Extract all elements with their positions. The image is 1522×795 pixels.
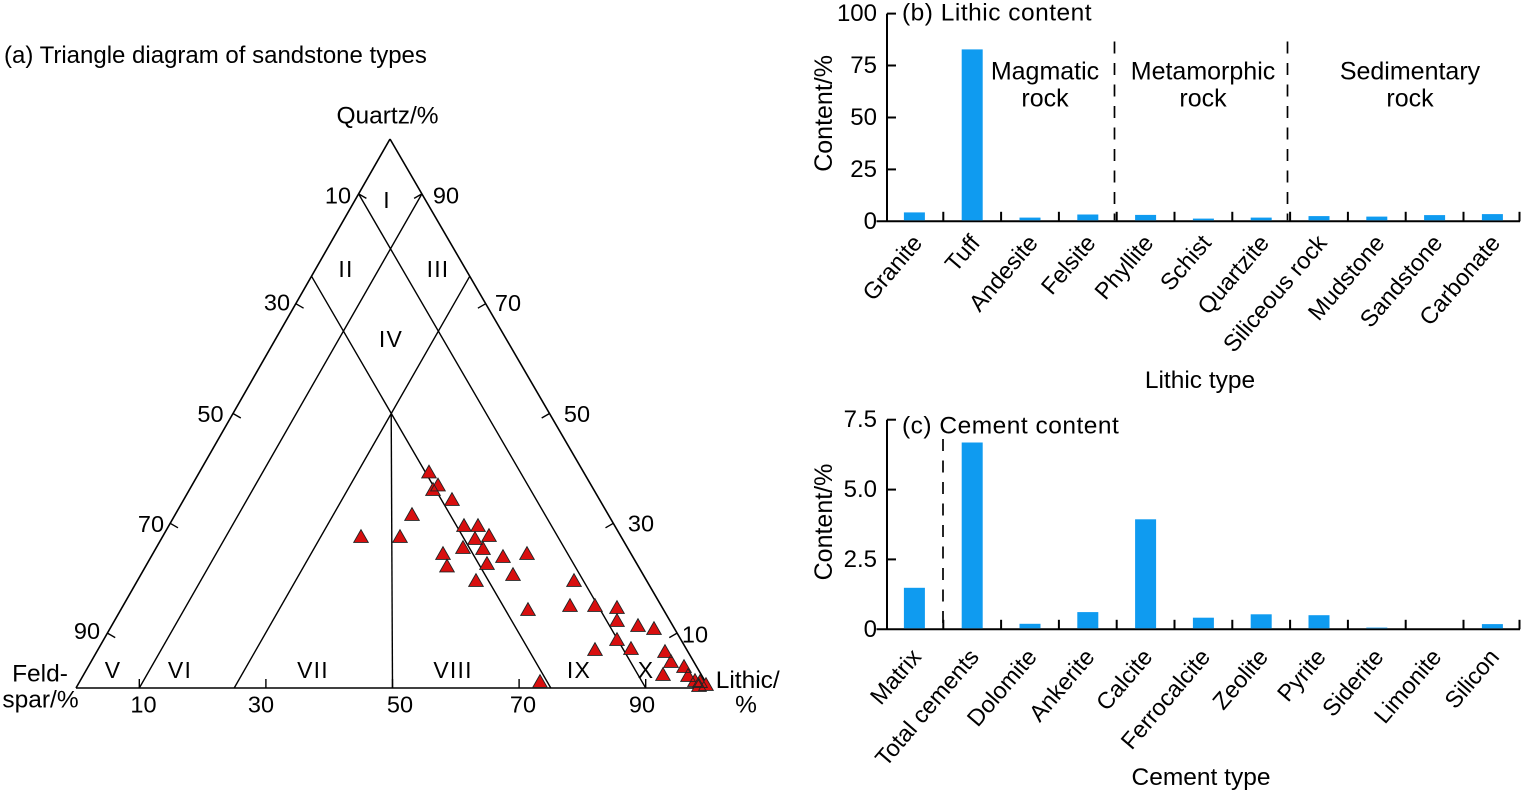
- svg-text:90: 90: [74, 618, 100, 644]
- svg-text:70: 70: [495, 290, 521, 316]
- svg-text:VI: VI: [168, 657, 192, 683]
- svg-text:2.5: 2.5: [844, 546, 877, 573]
- svg-text:Tuff: Tuff: [940, 230, 986, 277]
- svg-text:V: V: [105, 657, 122, 683]
- svg-text:50: 50: [387, 692, 413, 718]
- svg-text:75: 75: [850, 52, 877, 79]
- svg-text:I: I: [383, 187, 391, 213]
- svg-text:Sedimentary: Sedimentary: [1340, 58, 1481, 86]
- svg-text:0: 0: [864, 208, 877, 235]
- svg-text:Content/%: Content/%: [810, 464, 838, 581]
- svg-text:IV: IV: [379, 326, 403, 352]
- svg-text:(c) Cement content: (c) Cement content: [902, 413, 1119, 440]
- svg-text:Lithic type: Lithic type: [1145, 367, 1255, 394]
- svg-text:%: %: [735, 692, 757, 719]
- svg-text:Content/%: Content/%: [810, 55, 838, 172]
- svg-text:rock: rock: [1179, 84, 1227, 112]
- svg-text:Silicon: Silicon: [1439, 644, 1504, 714]
- svg-text:VII: VII: [297, 657, 329, 683]
- svg-text:0: 0: [864, 616, 877, 643]
- svg-text:70: 70: [510, 692, 536, 718]
- svg-text:(a) Triangle diagram of sandst: (a) Triangle diagram of sandstone types: [4, 42, 427, 69]
- svg-text:25: 25: [850, 156, 877, 183]
- svg-text:Granite: Granite: [857, 230, 927, 305]
- svg-text:50: 50: [564, 401, 590, 427]
- svg-text:Metamorphic: Metamorphic: [1131, 58, 1276, 86]
- svg-text:Magmatic: Magmatic: [991, 58, 1099, 86]
- svg-text:10: 10: [682, 622, 708, 648]
- svg-text:IX: IX: [567, 657, 591, 683]
- svg-text:X: X: [638, 657, 655, 683]
- svg-text:90: 90: [629, 692, 655, 718]
- svg-text:50: 50: [850, 104, 877, 131]
- svg-text:rock: rock: [1021, 84, 1069, 112]
- svg-text:30: 30: [248, 692, 274, 718]
- svg-text:90: 90: [433, 183, 459, 209]
- svg-text:50: 50: [197, 401, 223, 427]
- svg-text:III: III: [427, 256, 450, 282]
- svg-text:100: 100: [837, 0, 877, 27]
- svg-text:Quartz/%: Quartz/%: [336, 103, 438, 130]
- svg-text:10: 10: [325, 183, 351, 209]
- svg-text:Pyrite: Pyrite: [1272, 644, 1331, 707]
- svg-text:rock: rock: [1386, 84, 1434, 112]
- svg-text:II: II: [338, 256, 353, 282]
- svg-text:Lithic/: Lithic/: [716, 667, 780, 694]
- svg-text:spar/%: spar/%: [2, 687, 78, 714]
- svg-text:Zeolite: Zeolite: [1207, 644, 1273, 715]
- svg-text:5.0: 5.0: [844, 476, 877, 503]
- svg-text:7.5: 7.5: [844, 406, 877, 433]
- svg-text:(b) Lithic content: (b) Lithic content: [902, 0, 1092, 27]
- svg-text:30: 30: [264, 290, 290, 316]
- svg-text:10: 10: [130, 692, 156, 718]
- svg-text:Phyllite: Phyllite: [1089, 230, 1158, 304]
- svg-text:VIII: VIII: [433, 657, 472, 683]
- svg-text:Cement type: Cement type: [1132, 764, 1271, 791]
- svg-text:70: 70: [138, 511, 164, 537]
- svg-text:30: 30: [628, 511, 654, 537]
- svg-text:Feld-: Feld-: [12, 661, 68, 688]
